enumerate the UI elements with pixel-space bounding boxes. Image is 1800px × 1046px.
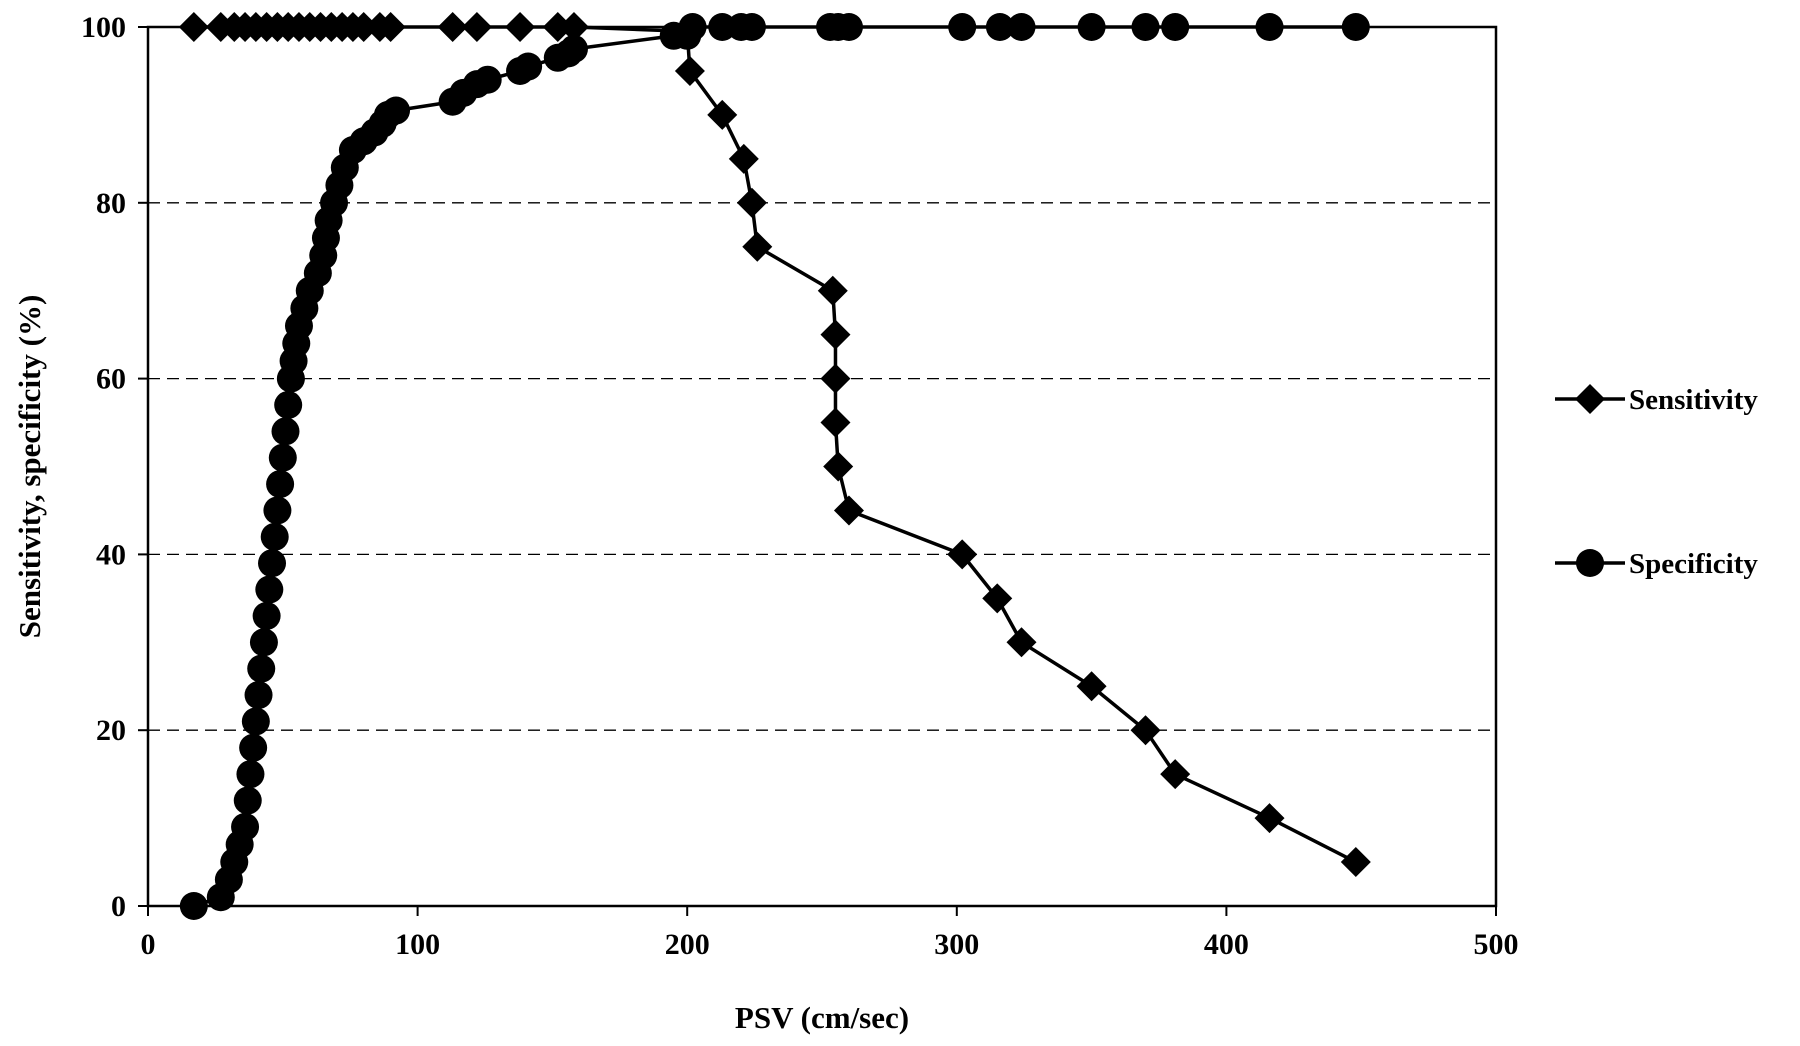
specificity-point	[1255, 13, 1284, 41]
sensitivity-point	[820, 363, 851, 394]
specificity-point	[236, 760, 265, 789]
specificity-point	[239, 733, 268, 762]
x-axis-ticks: 0 100 200 300 400 500	[141, 906, 1519, 961]
sensitivity-point	[1006, 627, 1037, 658]
specificity-point	[1007, 13, 1036, 41]
specificity-point	[268, 443, 297, 472]
sensitivity-point	[348, 12, 379, 42]
x-tick-label: 200	[665, 928, 710, 961]
y-tick-label: 80	[96, 187, 126, 220]
sensitivity-point	[728, 143, 759, 174]
specificity-point	[258, 549, 287, 578]
sensitivity-point	[982, 583, 1013, 614]
sensitivity-series	[178, 12, 1371, 878]
specificity-point	[271, 417, 300, 446]
sensitivity-point	[736, 187, 767, 218]
sensitivity-point	[823, 451, 854, 482]
specificity-point	[249, 628, 278, 657]
specificity-point	[233, 786, 262, 815]
series-layer	[178, 12, 1371, 920]
specificity-point	[985, 13, 1014, 41]
x-axis-title: PSV (cm/sec)	[735, 1000, 909, 1035]
sensitivity-point	[674, 55, 705, 86]
grid-lines	[148, 202, 1496, 731]
sensitivity-point	[742, 231, 773, 262]
sensitivity-point	[707, 99, 738, 130]
sensitivity-point	[558, 12, 589, 42]
y-tick-label: 100	[81, 11, 126, 44]
legend-diamond-icon	[1575, 384, 1605, 414]
specificity-point	[514, 52, 543, 81]
specificity-point	[834, 13, 863, 41]
sensitivity-point	[1130, 715, 1161, 746]
sensitivity-point	[947, 539, 978, 570]
specificity-point	[231, 812, 260, 841]
x-tick-label: 100	[395, 928, 440, 961]
specificity-point	[263, 496, 292, 525]
legend-item-sensitivity: Sensitivity	[1555, 384, 1758, 416]
sensitivity-point	[820, 407, 851, 438]
specificity-point	[260, 522, 289, 551]
specificity-point	[948, 13, 977, 41]
sensitivity-point	[817, 275, 848, 306]
x-tick-label: 300	[934, 928, 979, 961]
specificity-point	[252, 601, 281, 630]
y-tick-label: 0	[111, 890, 126, 923]
x-tick-label: 500	[1474, 928, 1519, 961]
specificity-point	[473, 65, 502, 94]
specificity-point	[1131, 13, 1160, 41]
specificity-point	[274, 390, 303, 419]
specificity-point	[247, 654, 276, 683]
legend-label: Sensitivity	[1629, 384, 1758, 416]
y-tick-label: 40	[96, 538, 126, 571]
sensitivity-point	[461, 12, 492, 42]
sensitivity-point	[178, 12, 209, 42]
x-tick-label: 400	[1204, 928, 1249, 961]
y-axis-title: Sensitivity, specificity (%)	[12, 295, 47, 639]
specificity-point	[678, 13, 707, 41]
sensitivity-point	[1076, 671, 1107, 702]
specificity-point	[1341, 13, 1370, 41]
specificity-point	[737, 13, 766, 41]
y-tick-label: 20	[96, 714, 126, 747]
sensitivity-point	[375, 12, 406, 42]
specificity-point	[1161, 13, 1190, 41]
legend: Sensitivity Specificity	[1555, 384, 1758, 580]
specificity-point	[255, 575, 284, 604]
sensitivity-point	[437, 12, 468, 42]
sensitivity-point	[542, 12, 573, 42]
specificity-series	[179, 13, 1370, 920]
specificity-point	[241, 707, 270, 736]
sensitivity-point	[1160, 759, 1191, 790]
specificity-point	[266, 470, 295, 499]
sensitivity-point	[820, 319, 851, 350]
sensitivity-point	[1254, 803, 1285, 834]
specificity-point	[382, 96, 411, 125]
legend-item-specificity: Specificity	[1555, 548, 1758, 580]
sensitivity-point	[505, 12, 536, 42]
y-axis-ticks: 0 20 40 60 80 100	[81, 11, 148, 923]
sensitivity-point	[833, 495, 864, 526]
legend-label: Specificity	[1629, 548, 1758, 580]
x-tick-label: 0	[141, 928, 156, 961]
legend-circle-icon	[1576, 549, 1604, 577]
specificity-point	[559, 34, 588, 63]
sensitivity-point	[1340, 847, 1371, 878]
specificity-point	[244, 681, 273, 710]
specificity-point	[179, 892, 208, 920]
y-tick-label: 60	[96, 363, 126, 396]
specificity-point	[1077, 13, 1106, 41]
